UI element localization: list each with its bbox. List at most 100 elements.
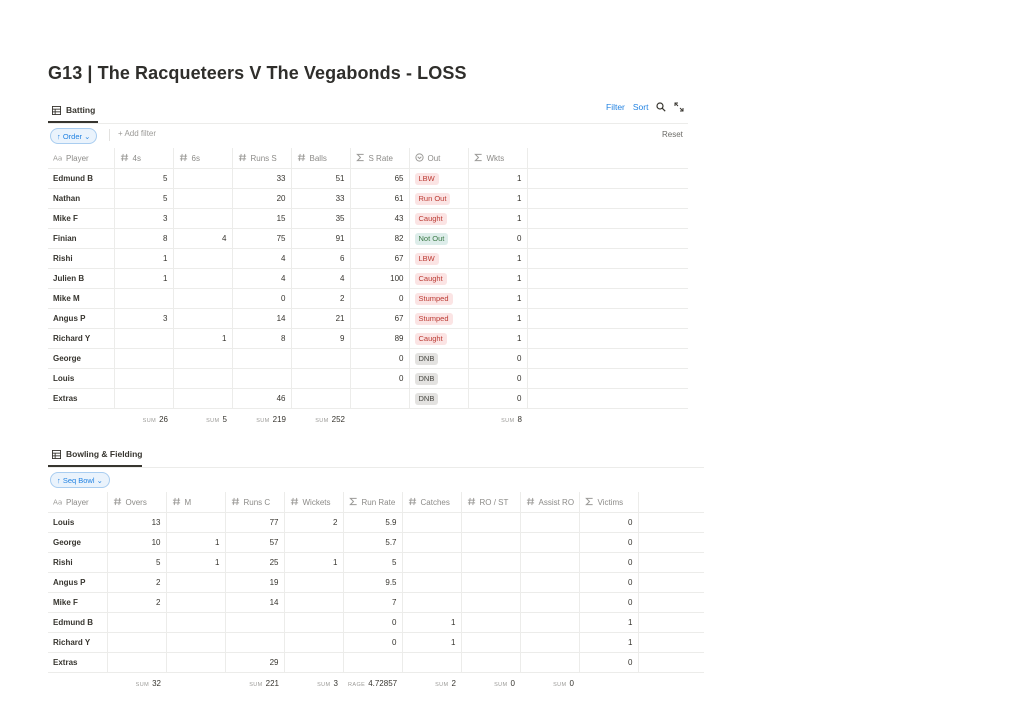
m-cell[interactable] — [166, 592, 226, 613]
rost-cell[interactable] — [461, 612, 521, 633]
player-name-cell[interactable]: George — [48, 348, 115, 369]
assist-cell[interactable] — [520, 632, 580, 653]
fours-cell[interactable] — [114, 328, 174, 349]
rrate-cell[interactable]: 5.9 — [343, 512, 403, 533]
rrate-cell[interactable]: 5.7 — [343, 532, 403, 553]
balls-cell[interactable]: 4 — [291, 268, 351, 289]
m-cell[interactable]: 1 — [166, 552, 226, 573]
summary-cell[interactable]: SUM 221 — [225, 673, 284, 694]
fours-cell[interactable] — [114, 368, 174, 389]
rrate-cell[interactable]: 9.5 — [343, 572, 403, 593]
rrate-cell[interactable]: 0 — [343, 612, 403, 633]
m-cell[interactable] — [166, 572, 226, 593]
victims-cell[interactable]: 0 — [579, 552, 639, 573]
srate-cell[interactable]: 0 — [350, 368, 410, 389]
runs-cell[interactable]: 46 — [232, 388, 292, 409]
column-header-player[interactable]: Aa Player — [48, 492, 108, 513]
player-name-cell[interactable]: Edmund B — [48, 612, 108, 633]
column-header-runs-s[interactable]: Runs S — [232, 148, 292, 169]
sixes-cell[interactable]: 4 — [173, 228, 233, 249]
table-row[interactable]: Angus P 2 19 9.5 0 — [48, 572, 704, 593]
reset-button[interactable]: Reset — [662, 130, 683, 139]
catches-cell[interactable]: 1 — [402, 612, 462, 633]
balls-cell[interactable]: 2 — [291, 288, 351, 309]
column-header-catches[interactable]: Catches — [402, 492, 462, 513]
catches-cell[interactable] — [402, 652, 462, 673]
summary-cell[interactable]: SUM 32 — [107, 673, 166, 694]
victims-cell[interactable]: 0 — [579, 572, 639, 593]
wickets-cell[interactable] — [284, 652, 344, 673]
out-cell[interactable]: LBW — [409, 248, 469, 269]
sixes-cell[interactable] — [173, 248, 233, 269]
m-cell[interactable] — [166, 652, 226, 673]
srate-cell[interactable] — [350, 388, 410, 409]
catches-cell[interactable] — [402, 592, 462, 613]
table-row[interactable]: Rishi 5 1 25 1 5 0 — [48, 552, 704, 573]
player-name-cell[interactable]: Angus P — [48, 308, 115, 329]
rost-cell[interactable] — [461, 552, 521, 573]
player-name-cell[interactable]: Richard Y — [48, 328, 115, 349]
balls-cell[interactable]: 9 — [291, 328, 351, 349]
out-cell[interactable]: Caught — [409, 328, 469, 349]
rrate-cell[interactable] — [343, 652, 403, 673]
victims-cell[interactable]: 0 — [579, 532, 639, 553]
column-header-wkts[interactable]: Wkts — [468, 148, 528, 169]
summary-cell[interactable] — [166, 673, 225, 694]
rrate-cell[interactable]: 0 — [343, 632, 403, 653]
summary-cell[interactable]: SUM 26 — [114, 409, 173, 430]
runs-cell[interactable]: 57 — [225, 532, 285, 553]
column-header-ro-st[interactable]: RO / ST — [461, 492, 521, 513]
wickets-cell[interactable] — [284, 612, 344, 633]
summary-cell[interactable] — [409, 409, 468, 430]
column-header-6s[interactable]: 6s — [173, 148, 233, 169]
rrate-cell[interactable]: 7 — [343, 592, 403, 613]
summary-cell[interactable]: SUM 252 — [291, 409, 350, 430]
balls-cell[interactable]: 33 — [291, 188, 351, 209]
runs-cell[interactable]: 77 — [225, 512, 285, 533]
summary-cell[interactable]: SUM 2 — [402, 673, 461, 694]
victims-cell[interactable]: 0 — [579, 652, 639, 673]
column-header-balls[interactable]: Balls — [291, 148, 351, 169]
victims-cell[interactable]: 1 — [579, 612, 639, 633]
runs-cell[interactable] — [232, 368, 292, 389]
runs-cell[interactable]: 33 — [232, 168, 292, 189]
srate-cell[interactable]: 43 — [350, 208, 410, 229]
out-cell[interactable]: Stumped — [409, 288, 469, 309]
wkts-cell[interactable]: 1 — [468, 308, 528, 329]
runs-cell[interactable] — [232, 348, 292, 369]
out-cell[interactable]: DNB — [409, 388, 469, 409]
table-row[interactable]: Mike F 2 14 7 0 — [48, 592, 704, 613]
column-header-wickets[interactable]: Wickets — [284, 492, 344, 513]
overs-cell[interactable]: 2 — [107, 592, 167, 613]
wkts-cell[interactable]: 0 — [468, 388, 528, 409]
wkts-cell[interactable]: 1 — [468, 208, 528, 229]
player-name-cell[interactable]: Finian — [48, 228, 115, 249]
column-header-m[interactable]: M — [166, 492, 226, 513]
summary-cell[interactable] — [48, 673, 107, 694]
summary-cell[interactable]: SUM 5 — [173, 409, 232, 430]
balls-cell[interactable]: 21 — [291, 308, 351, 329]
table-row[interactable]: Mike M 0 2 0 Stumped 1 — [48, 288, 688, 309]
rost-cell[interactable] — [461, 632, 521, 653]
balls-cell[interactable] — [291, 348, 351, 369]
out-cell[interactable]: Caught — [409, 208, 469, 229]
sixes-cell[interactable] — [173, 188, 233, 209]
rost-cell[interactable] — [461, 512, 521, 533]
overs-cell[interactable]: 10 — [107, 532, 167, 553]
fours-cell[interactable]: 3 — [114, 308, 174, 329]
srate-cell[interactable]: 89 — [350, 328, 410, 349]
tab-bowling-fielding[interactable]: Bowling & Fielding — [48, 444, 147, 464]
table-row[interactable]: Julien B 1 4 4 100 Caught 1 — [48, 268, 688, 289]
fours-cell[interactable] — [114, 388, 174, 409]
column-header-out[interactable]: Out — [409, 148, 469, 169]
m-cell[interactable] — [166, 632, 226, 653]
assist-cell[interactable] — [520, 552, 580, 573]
table-row[interactable]: Richard Y 1 8 9 89 Caught 1 — [48, 328, 688, 349]
wkts-cell[interactable]: 1 — [468, 188, 528, 209]
runs-cell[interactable]: 25 — [225, 552, 285, 573]
out-cell[interactable]: DNB — [409, 348, 469, 369]
wickets-cell[interactable]: 2 — [284, 512, 344, 533]
fours-cell[interactable]: 1 — [114, 248, 174, 269]
runs-cell[interactable]: 4 — [232, 248, 292, 269]
